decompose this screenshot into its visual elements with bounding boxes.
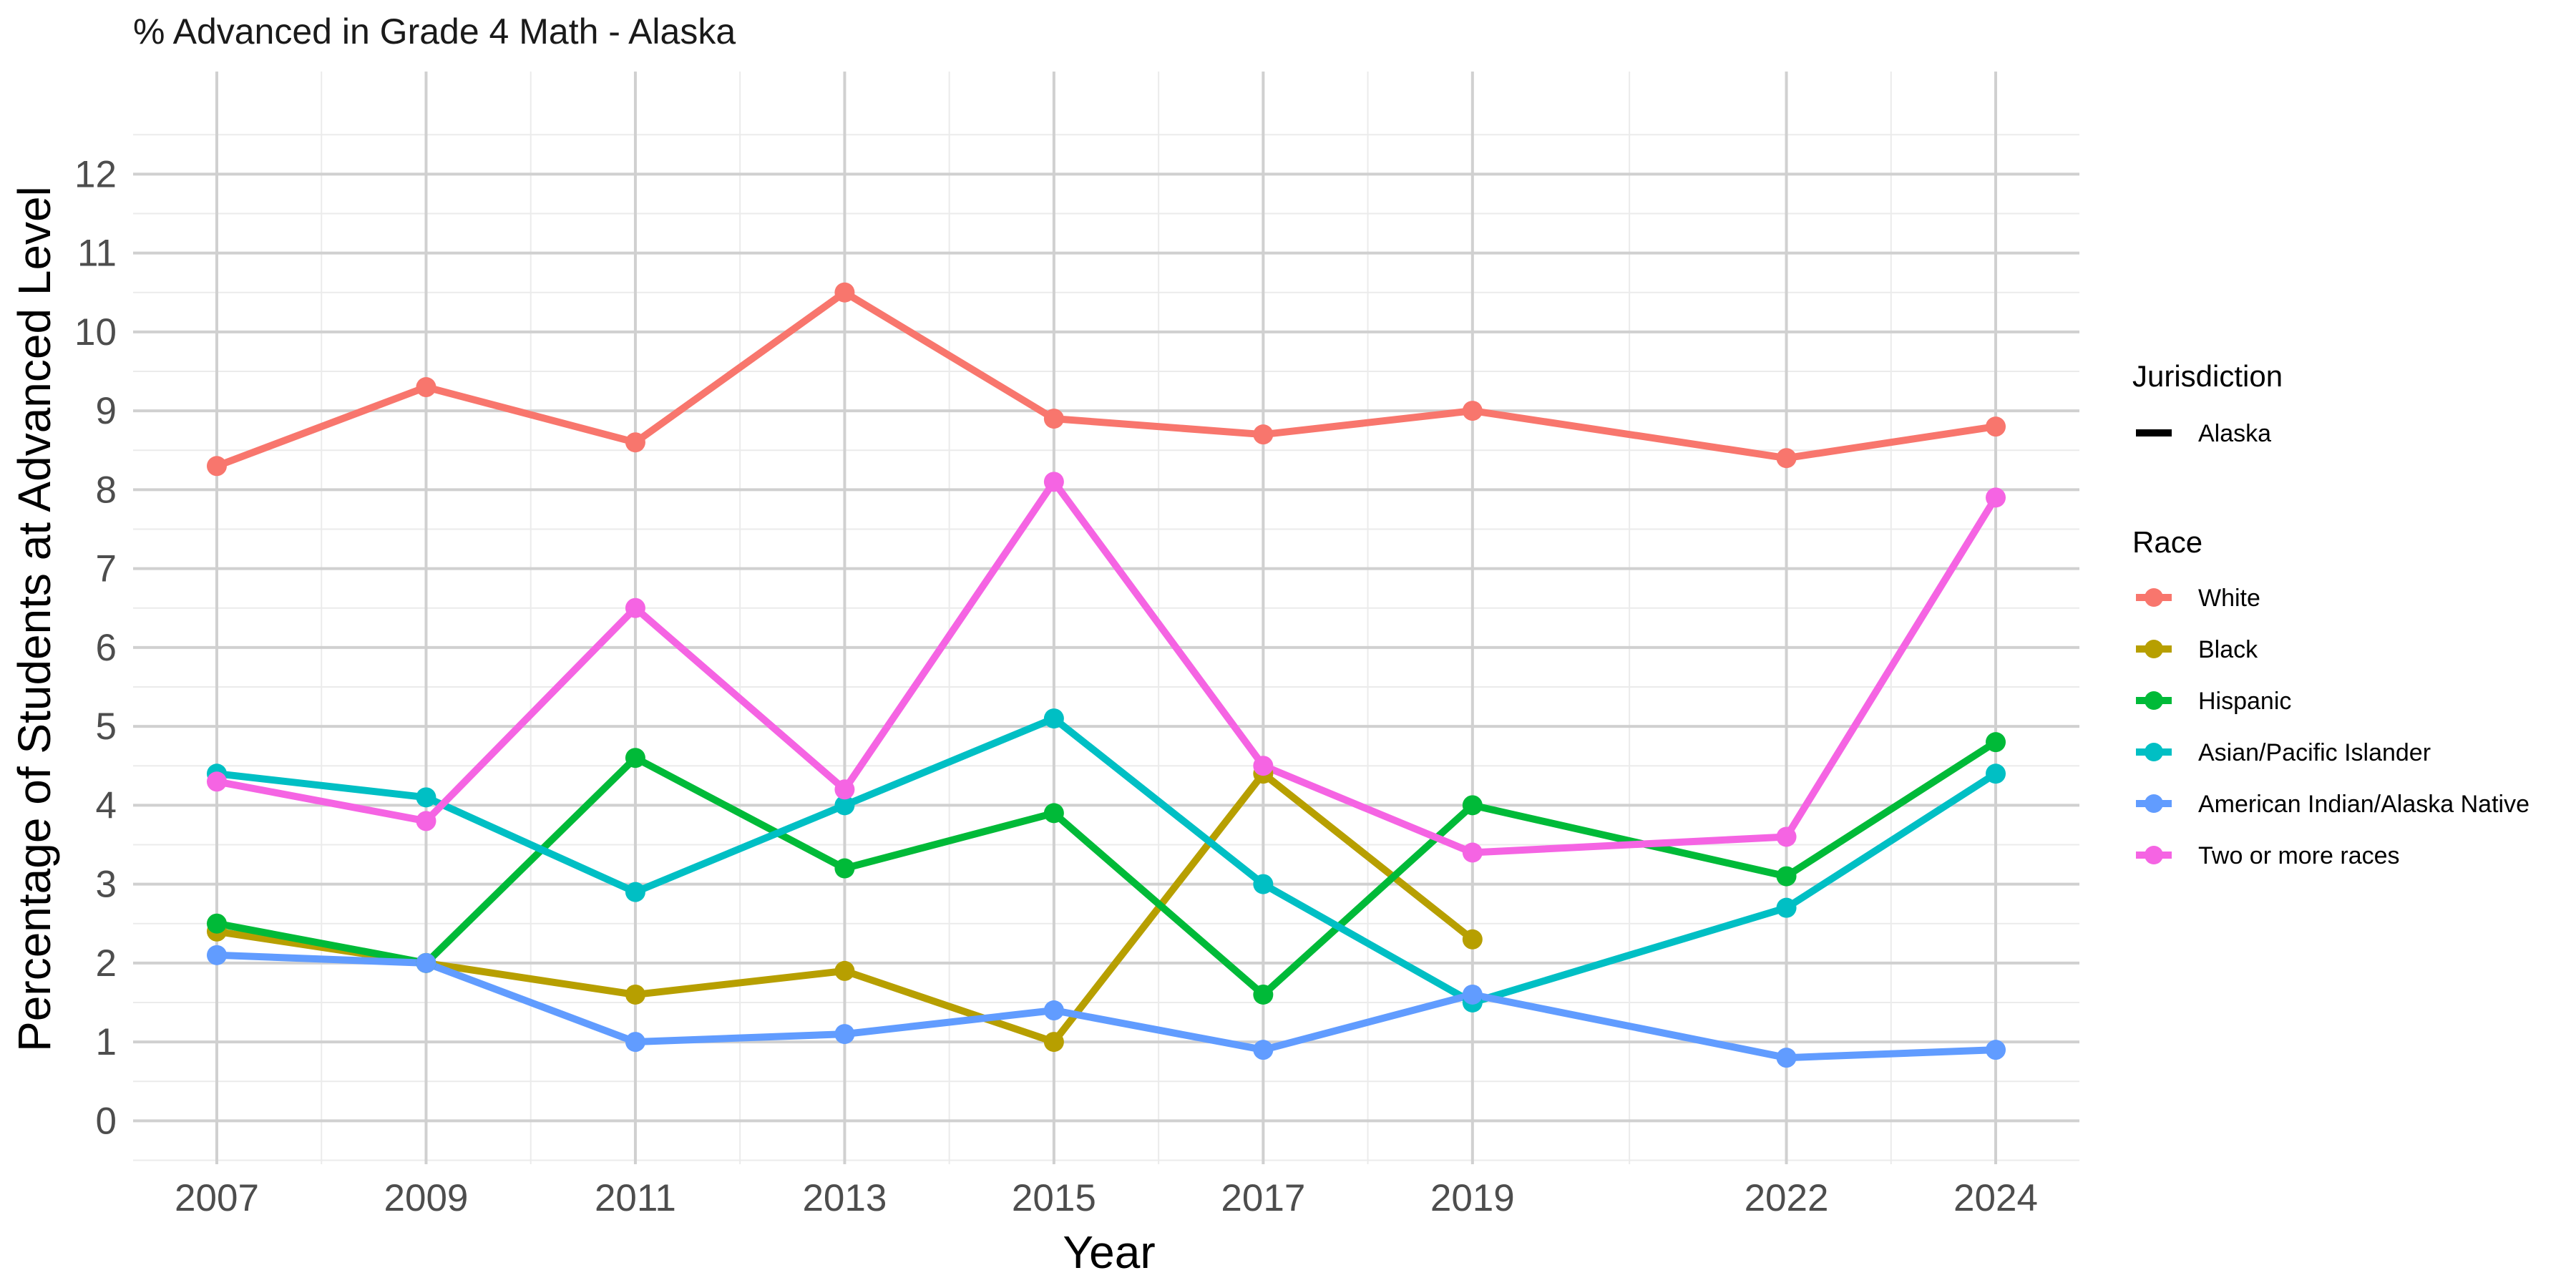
- data-point-hispanic-2007: [206, 913, 227, 934]
- data-point-two-or-more-races-2019: [1462, 842, 1483, 863]
- data-point-american-indian-alaska-native-2009: [416, 952, 436, 973]
- legend-key-point-asian-pacific-islander: [2145, 743, 2163, 761]
- x-tick-label: 2015: [1012, 1177, 1096, 1219]
- data-point-asian-pacific-islander-2024: [1986, 763, 2006, 784]
- legend-key-point-two-or-more-races: [2145, 846, 2163, 864]
- data-point-white-2015: [1043, 409, 1064, 429]
- data-point-hispanic-2017: [1253, 984, 1274, 1005]
- y-tick-label: 8: [96, 469, 117, 511]
- data-point-two-or-more-races-2015: [1043, 472, 1064, 492]
- data-point-white-2019: [1462, 401, 1483, 421]
- x-tick-label: 2024: [1953, 1177, 2038, 1219]
- data-point-two-or-more-races-2024: [1986, 487, 2006, 508]
- data-point-american-indian-alaska-native-2007: [206, 945, 227, 965]
- y-tick-label: 6: [96, 627, 117, 669]
- series-line-hispanic: [213, 738, 1999, 998]
- x-tick-label: 2017: [1221, 1177, 1305, 1219]
- data-point-hispanic-2024: [1986, 732, 2006, 753]
- data-point-black-2019: [1462, 929, 1483, 950]
- legend-key-point-american-indian-alaska-native: [2145, 794, 2163, 813]
- data-point-black-2013: [834, 960, 855, 981]
- data-point-american-indian-alaska-native-2011: [625, 1032, 645, 1053]
- data-point-american-indian-alaska-native-2024: [1986, 1040, 2006, 1060]
- series-line-white: [213, 288, 1999, 470]
- legend-jurisdiction-items: Alaska: [2136, 420, 2271, 447]
- legend-key-point-white: [2145, 588, 2163, 607]
- major-gridlines: [133, 72, 2079, 1164]
- y-tick-label: 0: [96, 1100, 117, 1142]
- data-point-two-or-more-races-2007: [206, 771, 227, 792]
- x-tick-label: 2009: [384, 1177, 469, 1219]
- data-point-white-2013: [834, 282, 855, 303]
- data-point-white-2007: [206, 456, 227, 477]
- y-tick-label: 7: [96, 548, 117, 590]
- data-point-two-or-more-races-2013: [834, 779, 855, 800]
- data-point-asian-pacific-islander-2017: [1253, 874, 1274, 894]
- data-point-asian-pacific-islander-2015: [1043, 708, 1064, 729]
- x-axis-ticks: 2007 2009 2011 2013 2015 2017 2019 2022 2024: [175, 1177, 2038, 1219]
- x-tick-label: 2022: [1745, 1177, 1829, 1219]
- data-point-asian-pacific-islander-2013: [834, 795, 855, 816]
- legend-race-items: White Black Hispanic Asian/Pacific Islander…: [2136, 585, 2529, 869]
- y-axis-title: Percentage of Students at Advanced Level: [9, 186, 60, 1052]
- data-point-white-2024: [1986, 416, 2006, 437]
- y-tick-label: 5: [96, 706, 117, 748]
- data-point-hispanic-2022: [1776, 866, 1797, 887]
- legend-label-hispanic: Hispanic: [2198, 688, 2291, 715]
- y-tick-label: 4: [96, 784, 117, 826]
- legend: Jurisdiction Alaska Race White Black Hispa…: [2132, 359, 2529, 869]
- chart-title: % Advanced in Grade 4 Math - Alaska: [133, 11, 736, 52]
- legend-key-point-black: [2145, 640, 2163, 658]
- y-tick-label: 12: [74, 153, 117, 195]
- data-point-two-or-more-races-2017: [1253, 756, 1274, 776]
- x-tick-label: 2013: [802, 1177, 887, 1219]
- legend-label-asian-pacific-islander: Asian/Pacific Islander: [2198, 739, 2431, 766]
- data-point-asian-pacific-islander-2022: [1776, 897, 1797, 918]
- data-point-black-2011: [625, 984, 645, 1005]
- legend-title-jurisdiction: Jurisdiction: [2132, 359, 2283, 393]
- y-tick-label: 1: [96, 1021, 117, 1063]
- data-point-two-or-more-races-2011: [625, 597, 645, 618]
- data-point-asian-pacific-islander-2011: [625, 882, 645, 902]
- data-point-american-indian-alaska-native-2019: [1462, 984, 1483, 1005]
- legend-label-white: White: [2198, 585, 2260, 612]
- data-point-hispanic-2015: [1043, 803, 1064, 824]
- x-tick-label: 2007: [175, 1177, 259, 1219]
- data-point-american-indian-alaska-native-2013: [834, 1024, 855, 1045]
- data-point-american-indian-alaska-native-2015: [1043, 1000, 1064, 1021]
- y-tick-label: 2: [96, 942, 117, 985]
- legend-label-black: Black: [2198, 636, 2258, 663]
- data-point-two-or-more-races-2022: [1776, 826, 1797, 847]
- data-point-hispanic-2013: [834, 858, 855, 879]
- data-point-hispanic-2019: [1462, 795, 1483, 816]
- data-point-asian-pacific-islander-2009: [416, 787, 436, 808]
- legend-title-race: Race: [2132, 525, 2202, 559]
- data-point-two-or-more-races-2009: [416, 811, 436, 831]
- data-point-black-2015: [1043, 1032, 1064, 1053]
- y-tick-label: 3: [96, 864, 117, 906]
- legend-label-two-or-more-races: Two or more races: [2198, 842, 2400, 869]
- data-point-white-2017: [1253, 424, 1274, 445]
- legend-key-point-hispanic: [2145, 691, 2163, 710]
- data-point-american-indian-alaska-native-2017: [1253, 1040, 1274, 1060]
- series-line-two-or-more-races: [213, 478, 1999, 857]
- series-points: [206, 282, 2006, 1068]
- data-point-hispanic-2011: [625, 748, 645, 769]
- y-tick-label: 10: [74, 311, 117, 353]
- x-tick-label: 2011: [595, 1177, 676, 1219]
- legend-label-american-indian-alaska-native: American Indian/Alaska Native: [2198, 791, 2529, 818]
- data-point-white-2009: [416, 377, 436, 398]
- y-tick-label: 9: [96, 390, 117, 432]
- x-axis-title: Year: [1063, 1226, 1155, 1278]
- series-lines: [213, 288, 1999, 1062]
- legend-label-jurisdiction: Alaska: [2198, 420, 2271, 447]
- data-point-white-2011: [625, 432, 645, 453]
- data-point-american-indian-alaska-native-2022: [1776, 1048, 1797, 1068]
- data-point-white-2022: [1776, 448, 1797, 469]
- minor-gridlines: [133, 72, 2079, 1164]
- x-tick-label: 2019: [1430, 1177, 1515, 1219]
- y-tick-label: 11: [77, 233, 117, 275]
